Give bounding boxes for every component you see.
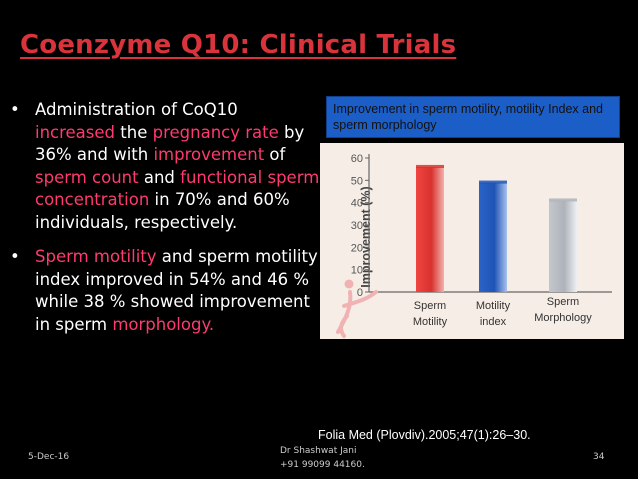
bullet-marker: • <box>10 247 20 266</box>
bullet-text: in 70% and 60% individuals, respectively… <box>35 190 290 232</box>
footer-date: 5-Dec-16 <box>28 452 70 462</box>
bullet-text: Administration of CoQ10 <box>35 100 238 119</box>
highlighted-text: improvement <box>153 145 265 164</box>
x-tick-label: Sperm Morphology <box>528 294 598 326</box>
x-tick-label-line: Sperm <box>546 296 580 308</box>
x-tick-label-line: Motility <box>412 316 448 328</box>
bullet-item: • Sperm motility and sperm motility index… <box>10 246 320 336</box>
bullet-text: by 36% and with <box>35 122 305 165</box>
x-tick-label-line: Motility <box>475 300 511 312</box>
highlighted-text: Sperm motility <box>35 247 157 266</box>
x-tick-label: Motility index <box>458 298 528 330</box>
highlighted-text: sperm count <box>35 167 139 187</box>
x-tick-label: Sperm Motility <box>395 298 465 330</box>
bullet-text: of <box>264 145 286 164</box>
highlighted-text: functional sperm concentration <box>35 167 320 210</box>
bullet-text: the <box>115 122 153 142</box>
footer-author-phone: +91 99099 44160. <box>280 460 365 470</box>
x-tick-label-line: Morphology <box>534 312 592 324</box>
chart-y-axis-label: Improvement (%) <box>359 186 373 288</box>
highlighted-text: morphology. <box>112 314 215 334</box>
bullet-marker: • <box>10 100 20 119</box>
citation: Folia Med (Plovdiv).2005;47(1):26–30. <box>318 428 531 442</box>
footer-author-name: Dr Shashwat Jani <box>280 446 357 456</box>
x-tick-label-line: index <box>479 316 507 328</box>
chart-title: Improvement in sperm motility, motility … <box>326 96 620 138</box>
highlighted-text: pregnancy rate <box>152 122 279 142</box>
bullet-list: • Administration of CoQ10 increased the p… <box>10 99 320 336</box>
x-tick-label-line: Sperm <box>413 300 447 312</box>
footer-page-number: 34 <box>593 452 605 462</box>
highlighted-text: increased <box>35 122 116 142</box>
bullet-text: and sperm motility index improved in 54%… <box>35 247 318 334</box>
slide-title: Coenzyme Q10: Clinical Trials <box>20 30 457 60</box>
bullet-item: • Administration of CoQ10 increased the p… <box>10 99 320 234</box>
bullet-text: and <box>138 167 181 187</box>
